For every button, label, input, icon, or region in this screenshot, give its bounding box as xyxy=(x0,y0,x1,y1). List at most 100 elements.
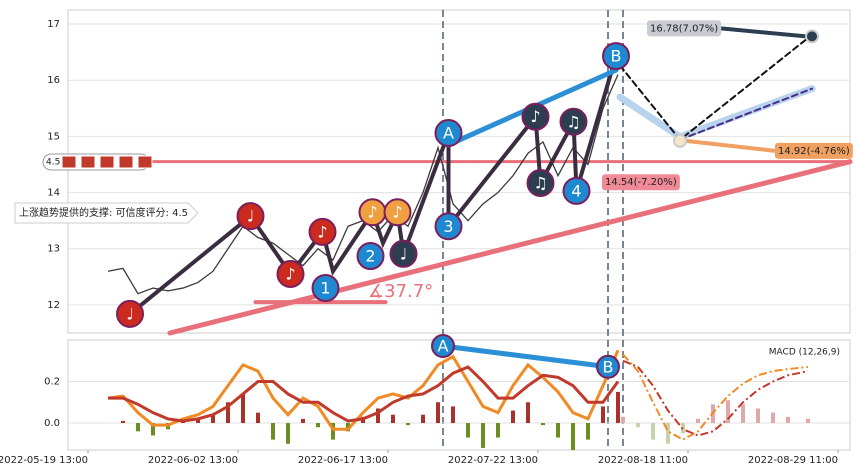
marker xyxy=(596,354,620,379)
macd-bar xyxy=(556,423,560,438)
macd-bar xyxy=(121,420,125,424)
marker-label: B xyxy=(611,47,622,66)
marker-label: ♩ xyxy=(400,244,408,263)
forecast-bar xyxy=(806,418,810,424)
macd-bar xyxy=(406,423,410,426)
projection-arrow xyxy=(685,138,776,153)
marker-label: ♫ xyxy=(566,112,580,131)
marker-label: 2 xyxy=(365,247,375,266)
marker xyxy=(308,217,337,246)
forecast-bar xyxy=(636,423,640,428)
forecast-bar xyxy=(726,400,730,424)
forecast-line xyxy=(622,359,809,437)
x-tick-label: 2022-06-02 13:00 xyxy=(148,455,238,466)
macd-bar xyxy=(451,406,455,424)
macd-bar xyxy=(511,410,515,424)
marker xyxy=(602,42,630,71)
macd-title: MACD (12,26,9) xyxy=(769,348,840,358)
y-tick-label: 12 xyxy=(47,300,60,311)
projection-label: 14.92(-4.76%) xyxy=(778,146,850,157)
score-icon xyxy=(118,155,134,169)
y-tick-label: 13 xyxy=(47,244,60,255)
macd-bar xyxy=(241,393,245,424)
marker-label: ♪ xyxy=(367,203,377,222)
macd-bar xyxy=(331,423,335,440)
marker-label: 4 xyxy=(571,181,581,200)
marker-label: 1 xyxy=(320,279,330,298)
macd-bar xyxy=(211,414,215,424)
forecast-bar xyxy=(621,416,625,424)
y-tick-label: 15 xyxy=(47,131,60,142)
forecast-bar xyxy=(771,412,775,424)
macd-bar xyxy=(541,423,545,426)
projection-arrow xyxy=(721,26,807,39)
x-tick-label: 2022-05-19 13:00 xyxy=(0,455,88,466)
macd-line xyxy=(108,365,620,423)
support-text-box xyxy=(14,202,199,224)
macd-bar xyxy=(376,408,380,424)
marker xyxy=(434,119,463,148)
forecast-bar xyxy=(666,423,670,444)
macd-bar xyxy=(391,414,395,424)
marker-label: ♩ xyxy=(247,207,255,226)
macd-bar xyxy=(466,423,470,438)
support-label: 14.54(-7.20%) xyxy=(605,177,677,188)
forecast-bar xyxy=(651,423,655,440)
angle-label: ∡37.7° xyxy=(368,281,433,302)
forecast-line xyxy=(622,353,809,441)
marker-label: ♪ xyxy=(392,203,402,222)
marker xyxy=(356,242,385,271)
marker-label: 3 xyxy=(443,217,453,236)
macd-bar xyxy=(301,418,305,424)
macd-bar xyxy=(271,423,275,440)
marker-label: A xyxy=(443,124,454,143)
marker xyxy=(236,202,265,231)
marker-label: A xyxy=(438,337,449,356)
macd-bar xyxy=(496,423,500,438)
projection-point xyxy=(673,133,687,148)
projection-box xyxy=(647,20,722,37)
score-icon xyxy=(99,155,115,169)
marker xyxy=(311,274,340,303)
x-tick-label: 2022-08-18 11:00 xyxy=(598,455,688,466)
score-icon xyxy=(137,155,153,169)
marker-label: ♩ xyxy=(126,304,134,323)
macd-bar xyxy=(256,412,260,424)
marker xyxy=(276,260,305,289)
macd-bar xyxy=(226,402,230,424)
score-icon xyxy=(61,155,77,169)
marker xyxy=(559,107,588,136)
y-tick-label: 0.0 xyxy=(44,418,60,429)
divergence-line xyxy=(442,343,609,370)
projection-box xyxy=(775,142,853,159)
forecast-bar xyxy=(786,416,790,424)
marker-label: ♪ xyxy=(317,222,327,241)
macd-bar xyxy=(481,423,485,448)
macd-bar xyxy=(436,402,440,424)
macd-panel xyxy=(67,339,851,451)
trend-line xyxy=(128,54,618,316)
marker xyxy=(521,102,550,131)
support-box xyxy=(602,174,680,191)
macd-bar xyxy=(526,402,530,424)
forecast-bar xyxy=(696,418,700,424)
forecast-bar xyxy=(756,408,760,424)
marker xyxy=(434,212,463,241)
macd-bar xyxy=(571,423,575,450)
macd-bar xyxy=(421,414,425,424)
macd-bar xyxy=(151,423,155,436)
x-tick-label: 2022-08-29 11:00 xyxy=(748,455,838,466)
macd-bar xyxy=(601,406,605,424)
marker xyxy=(431,334,455,359)
marker-label: ♪ xyxy=(530,107,540,126)
trend-line xyxy=(679,87,813,141)
y-tick-label: 16 xyxy=(47,75,60,86)
marker xyxy=(383,198,412,227)
price-panel xyxy=(67,9,851,334)
macd-bar xyxy=(616,391,620,424)
marker xyxy=(389,239,418,268)
macd-bar xyxy=(196,418,200,424)
score-label: 4.5 xyxy=(46,158,60,168)
y-tick-label: 17 xyxy=(47,19,60,30)
